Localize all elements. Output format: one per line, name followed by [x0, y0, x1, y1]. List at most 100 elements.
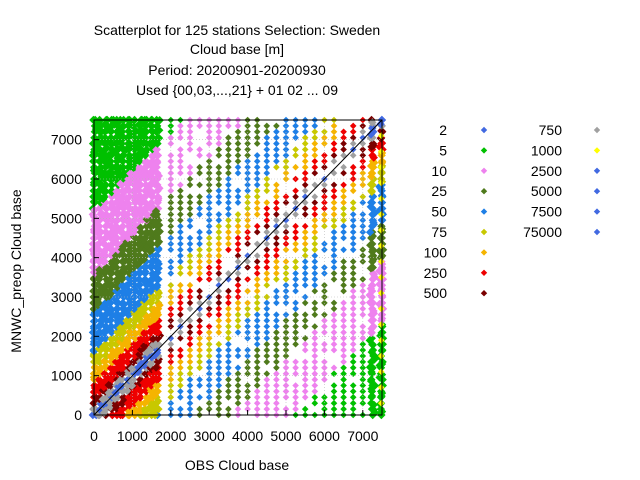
data-point: [116, 224, 125, 234]
data-point: [330, 211, 338, 218]
data-point: [311, 134, 319, 141]
data-point: [349, 234, 357, 242]
data-point: [196, 317, 203, 324]
data-point: [359, 358, 367, 366]
data-point: [167, 175, 175, 183]
data-point: [100, 174, 109, 184]
data-point: [111, 311, 120, 320]
data-point: [273, 152, 280, 159]
data-point: [330, 399, 338, 407]
data-point: [330, 146, 338, 153]
data-point: [282, 199, 290, 206]
data-point: [253, 329, 261, 336]
data-point: [141, 147, 150, 157]
data-point: [273, 187, 280, 195]
data-point: [321, 217, 328, 224]
data-point: [186, 211, 194, 218]
data-point: [100, 127, 110, 136]
data-point: [301, 252, 309, 259]
data-point: [154, 264, 163, 273]
data-point: [263, 299, 271, 307]
data-point: [177, 152, 184, 159]
data-point: [127, 381, 137, 390]
data-point: [273, 270, 280, 277]
data-point: [368, 231, 378, 241]
data-point: [196, 264, 203, 271]
data-point: [301, 240, 309, 248]
data-point: [349, 293, 357, 301]
data-point: [340, 258, 347, 265]
data-point: [321, 376, 328, 383]
data-point: [282, 163, 290, 171]
data-point: [139, 131, 148, 141]
data-point: [263, 252, 271, 259]
data-point: [225, 364, 232, 372]
data-point: [215, 199, 223, 206]
data-point: [263, 405, 271, 413]
data-point: [177, 211, 184, 218]
data-point: [292, 240, 299, 248]
data-point: [301, 276, 309, 283]
data-point: [282, 394, 290, 401]
data-point: [282, 193, 290, 200]
data-point: [167, 152, 175, 159]
data-point: [330, 158, 338, 165]
data-point: [359, 128, 367, 136]
data-point: [177, 405, 184, 413]
data-point: [196, 352, 203, 360]
data-point: [273, 246, 280, 254]
data-point: [273, 299, 280, 307]
data-point: [321, 205, 328, 212]
data-point: [263, 370, 271, 377]
data-point: [215, 240, 223, 248]
data-point: [253, 270, 261, 277]
data-point: [139, 193, 148, 203]
data-point: [369, 270, 379, 279]
data-point: [349, 329, 357, 336]
data-point: [234, 329, 242, 336]
data-point: [273, 252, 280, 259]
data-point: [177, 293, 184, 301]
data-point: [140, 170, 150, 180]
data-point: [225, 405, 232, 413]
data-point: [263, 205, 271, 212]
data-point: [359, 134, 367, 141]
data-point: [273, 370, 280, 377]
data-point: [301, 311, 309, 318]
data-point: [340, 146, 347, 153]
data-point: [122, 316, 131, 326]
data-point: [282, 382, 290, 389]
data-point: [155, 300, 164, 310]
data-point: [215, 169, 223, 177]
data-point: [133, 340, 143, 349]
data-point: [376, 119, 385, 129]
data-point: [311, 370, 319, 377]
data-point: [234, 323, 242, 330]
data-point: [292, 281, 299, 289]
data-point: [205, 187, 213, 195]
data-point: [282, 134, 290, 141]
data-point: [116, 323, 125, 333]
data-point: [244, 163, 251, 171]
data-point: [147, 126, 156, 135]
data-point: [359, 299, 367, 307]
data-point: [292, 311, 299, 318]
data-point: [152, 122, 161, 131]
data-point: [253, 252, 261, 259]
data-point: [301, 211, 309, 218]
data-point: [253, 169, 261, 177]
data-point: [340, 140, 347, 147]
y-tick-label: 1000: [51, 368, 82, 384]
data-point: [167, 228, 175, 236]
data-point: [311, 146, 319, 153]
data-point: [292, 370, 299, 377]
data-point: [330, 329, 338, 336]
data-point: [151, 340, 160, 349]
data-point: [330, 234, 338, 242]
data-point: [359, 305, 367, 313]
data-point: [377, 336, 385, 344]
data-point: [273, 163, 280, 171]
data-point: [215, 293, 223, 301]
data-point: [340, 335, 347, 342]
data-point: [340, 405, 347, 413]
